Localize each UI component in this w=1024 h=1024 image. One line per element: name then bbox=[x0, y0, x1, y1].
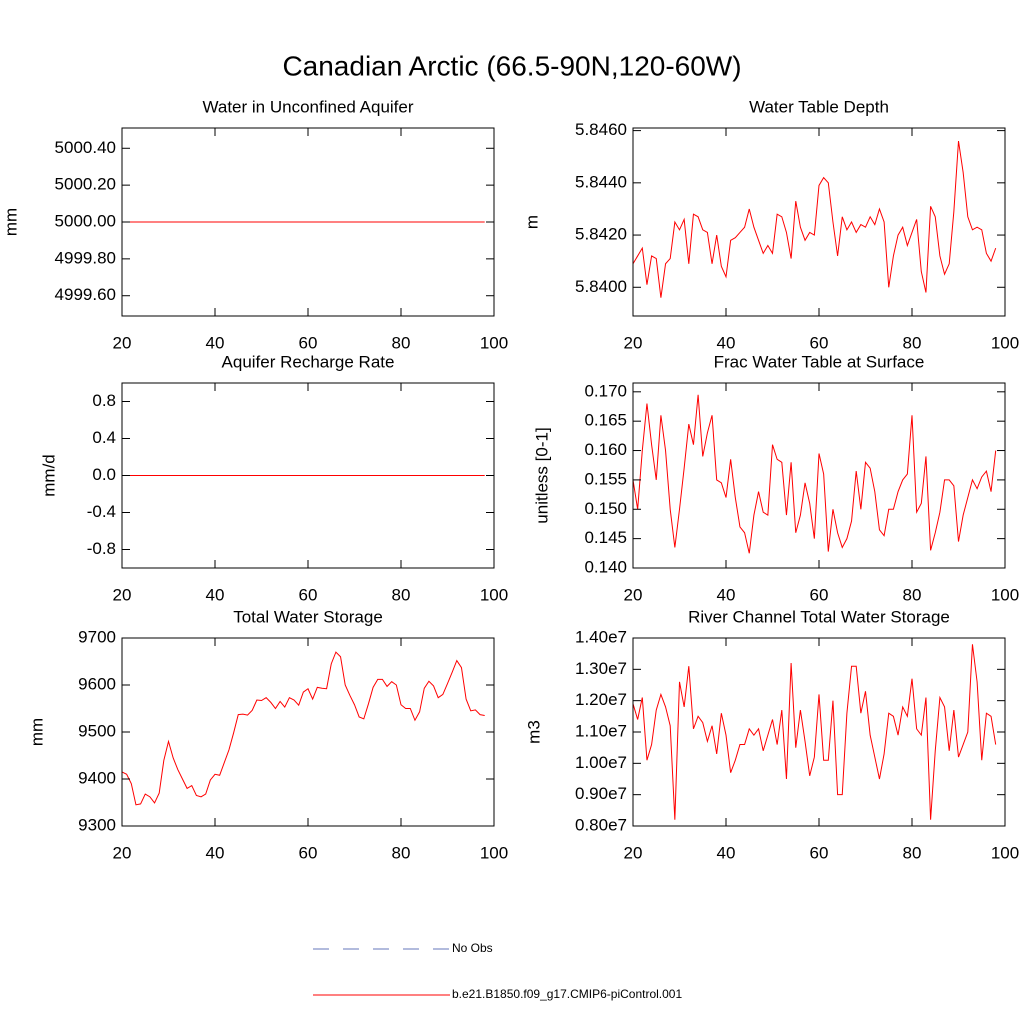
y-axis-label: m3 bbox=[524, 720, 543, 744]
x-tick-label: 20 bbox=[113, 585, 132, 604]
x-tick-label: 80 bbox=[392, 843, 411, 862]
y-tick-label: 0.150 bbox=[584, 499, 627, 518]
y-axis-label: mm bbox=[1, 208, 20, 236]
y-tick-label: 0.160 bbox=[584, 440, 627, 459]
y-axis-label: mm bbox=[27, 718, 46, 746]
y-tick-label: 9400 bbox=[78, 768, 116, 787]
x-tick-label: 20 bbox=[624, 333, 643, 352]
x-tick-label: 20 bbox=[113, 333, 132, 352]
panel-title: Frac Water Table at Surface bbox=[714, 352, 925, 371]
panel-title: Total Water Storage bbox=[233, 607, 383, 626]
data-line bbox=[121, 651, 485, 806]
x-tick-label: 100 bbox=[991, 585, 1019, 604]
y-tick-label: 5.8460 bbox=[575, 120, 627, 139]
y-tick-label: 1.40e7 bbox=[575, 627, 627, 646]
x-tick-label: 60 bbox=[810, 333, 829, 352]
y-tick-label: 0.4 bbox=[92, 428, 116, 447]
y-tick-label: 0.170 bbox=[584, 381, 627, 400]
y-tick-label: -0.4 bbox=[87, 502, 116, 521]
x-tick-label: 40 bbox=[717, 585, 736, 604]
x-tick-label: 80 bbox=[903, 333, 922, 352]
y-axis-label: m bbox=[522, 215, 541, 229]
y-axis-label: unitless [0-1] bbox=[532, 427, 551, 523]
plot-frame bbox=[121, 637, 495, 827]
y-axis-label: mm/d bbox=[39, 454, 58, 497]
legend-label: b.e21.B1850.f09_g17.CMIP6-piControl.001 bbox=[452, 987, 682, 1001]
y-tick-label: 0.145 bbox=[584, 528, 627, 547]
y-tick-label: 9300 bbox=[78, 815, 116, 834]
y-tick-label: 5000.00 bbox=[55, 211, 116, 230]
x-tick-label: 40 bbox=[717, 843, 736, 862]
x-tick-label: 40 bbox=[206, 843, 225, 862]
y-tick-label: 5.8420 bbox=[575, 225, 627, 244]
y-tick-label: 1.20e7 bbox=[575, 690, 627, 709]
x-tick-label: 100 bbox=[991, 843, 1019, 862]
y-tick-label: 0.140 bbox=[584, 557, 627, 576]
data-line bbox=[632, 644, 997, 820]
x-tick-label: 20 bbox=[624, 585, 643, 604]
y-tick-label: 9500 bbox=[78, 721, 116, 740]
x-tick-label: 100 bbox=[991, 333, 1019, 352]
figure-title: Canadian Arctic (66.5-90N,120-60W) bbox=[282, 50, 741, 81]
x-tick-label: 100 bbox=[480, 585, 508, 604]
x-tick-label: 40 bbox=[206, 585, 225, 604]
y-tick-label: 1.00e7 bbox=[575, 753, 627, 772]
x-tick-label: 20 bbox=[624, 843, 643, 862]
y-tick-label: 0.8 bbox=[92, 391, 116, 410]
y-tick-label: 9600 bbox=[78, 674, 116, 693]
y-tick-label: 1.10e7 bbox=[575, 721, 627, 740]
x-tick-label: 100 bbox=[480, 843, 508, 862]
y-tick-label: 0.90e7 bbox=[575, 784, 627, 803]
panel-title: Water in Unconfined Aquifer bbox=[202, 97, 413, 116]
y-tick-label: 1.30e7 bbox=[575, 659, 627, 678]
x-tick-label: 20 bbox=[113, 843, 132, 862]
x-tick-label: 40 bbox=[206, 333, 225, 352]
x-tick-label: 80 bbox=[903, 585, 922, 604]
x-tick-label: 60 bbox=[810, 843, 829, 862]
y-tick-label: 9700 bbox=[78, 627, 116, 646]
legend-label: No Obs bbox=[452, 941, 493, 955]
plot-frame bbox=[632, 127, 1006, 317]
x-tick-label: 40 bbox=[717, 333, 736, 352]
x-tick-label: 80 bbox=[903, 843, 922, 862]
panel-title: River Channel Total Water Storage bbox=[688, 607, 950, 626]
y-tick-label: 0.0 bbox=[92, 465, 116, 484]
y-tick-label: 0.165 bbox=[584, 411, 627, 430]
x-tick-label: 60 bbox=[299, 843, 318, 862]
y-tick-label: 5.8400 bbox=[575, 277, 627, 296]
y-tick-label: 5.8440 bbox=[575, 172, 627, 191]
y-tick-label: 5000.20 bbox=[55, 175, 116, 194]
x-tick-label: 60 bbox=[810, 585, 829, 604]
y-tick-label: 5000.40 bbox=[55, 138, 116, 157]
y-tick-label: 4999.60 bbox=[55, 285, 116, 304]
panel-title: Aquifer Recharge Rate bbox=[222, 352, 395, 371]
y-tick-label: -0.8 bbox=[87, 539, 116, 558]
data-line bbox=[632, 394, 997, 554]
x-tick-label: 60 bbox=[299, 333, 318, 352]
x-tick-label: 100 bbox=[480, 333, 508, 352]
x-tick-label: 80 bbox=[392, 585, 411, 604]
panel-title: Water Table Depth bbox=[749, 97, 889, 116]
plot-frame bbox=[632, 382, 1006, 569]
x-tick-label: 80 bbox=[392, 333, 411, 352]
data-line bbox=[632, 140, 997, 298]
x-tick-label: 60 bbox=[299, 585, 318, 604]
y-tick-label: 4999.80 bbox=[55, 248, 116, 267]
y-tick-label: 0.80e7 bbox=[575, 815, 627, 834]
y-tick-label: 0.155 bbox=[584, 469, 627, 488]
